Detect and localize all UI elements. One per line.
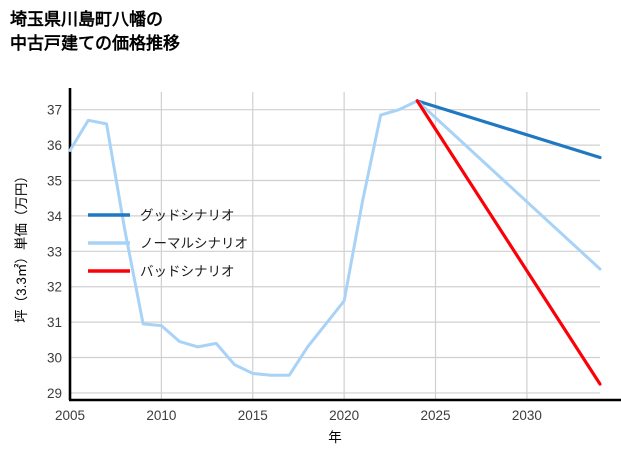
- x-tick-label: 2005: [55, 408, 85, 423]
- x-tick-label: 2015: [238, 408, 268, 423]
- y-tick-label: 33: [47, 244, 62, 259]
- legend-label: ノーマルシナリオ: [140, 236, 248, 251]
- series-line: [415, 99, 602, 386]
- y-tick-label: 36: [47, 138, 62, 153]
- x-axis-title: 年: [328, 430, 342, 445]
- legend-label: グッドシナリオ: [140, 208, 235, 223]
- series-line: [415, 99, 602, 160]
- data-series-group: [68, 99, 602, 386]
- y-tick-label: 37: [47, 103, 62, 118]
- x-axis-tick-labels: 2005 2010 2015 2020 2025 2030: [55, 408, 542, 423]
- y-tick-label: 29: [47, 386, 62, 401]
- y-tick-label: 35: [47, 174, 62, 189]
- x-tick-label: 2020: [329, 408, 359, 423]
- y-axis-title: 坪（3.3㎡）単価（万円）: [14, 169, 29, 323]
- y-tick-label: 32: [47, 280, 62, 295]
- y-tick-label: 31: [47, 315, 62, 330]
- series-line: [68, 99, 602, 377]
- x-tick-label: 2010: [146, 408, 176, 423]
- x-tick-label: 2025: [420, 408, 450, 423]
- horizontal-gridlines: [70, 109, 600, 394]
- axis-lines: [68, 88, 621, 402]
- legend-label: バッドシナリオ: [140, 264, 235, 279]
- x-tick-label: 2030: [512, 408, 542, 423]
- y-tick-label: 34: [47, 209, 63, 224]
- chart-title: 埼玉県川島町八幡の 中古戸建ての価格推移: [10, 10, 180, 54]
- y-tick-label: 30: [47, 351, 62, 366]
- y-axis-tick-labels: 29 30 31 32 33 34 35 36 37: [47, 103, 63, 401]
